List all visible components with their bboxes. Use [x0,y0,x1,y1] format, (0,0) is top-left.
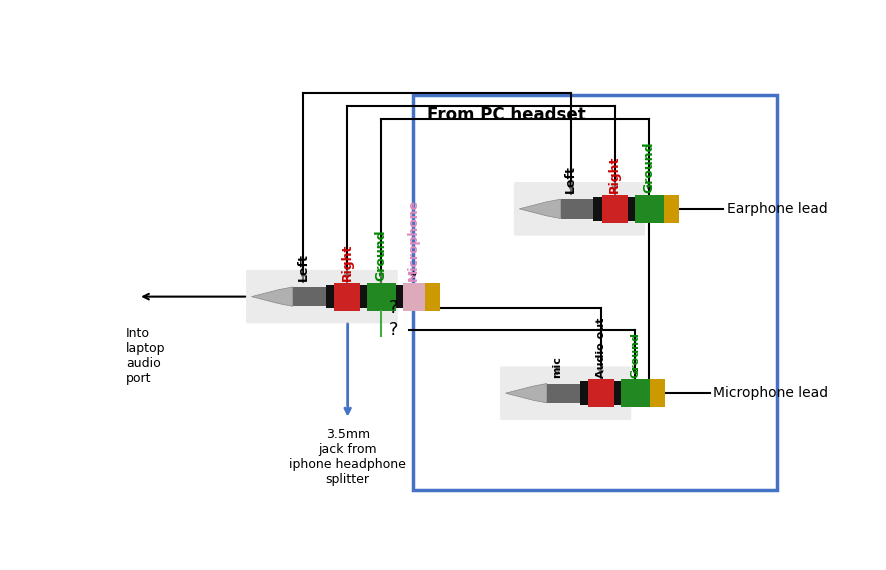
Text: Audio out: Audio out [596,317,606,378]
FancyBboxPatch shape [246,270,398,323]
Text: ?: ? [389,320,399,339]
Text: Ground: Ground [642,142,656,193]
Text: Ground: Ground [375,230,388,281]
Bar [402,283,424,311]
Text: Left: Left [564,166,578,193]
Text: Microphone lead: Microphone lead [713,386,828,400]
Text: Left: Left [297,254,309,281]
Text: Earphone lead: Earphone lead [727,202,828,216]
Bar [292,287,327,306]
Bar [424,283,439,311]
Bar [602,195,628,223]
Text: Right: Right [340,244,354,281]
Text: ?: ? [389,299,399,316]
Bar [396,285,402,308]
Bar [621,379,649,407]
Text: From PC headset: From PC headset [426,105,586,124]
Bar [649,379,664,407]
FancyBboxPatch shape [500,367,631,420]
Bar [664,195,679,223]
Bar [326,285,334,308]
Bar [561,199,595,218]
Text: mic: mic [552,356,562,378]
Bar [588,379,614,407]
Bar [413,95,777,490]
Text: Right: Right [609,156,621,193]
Polygon shape [252,287,292,306]
Bar [367,283,396,311]
Text: 3.5mm
jack from
iphone headphone
splitter: 3.5mm jack from iphone headphone splitte… [289,428,406,486]
Bar [547,384,581,403]
Polygon shape [519,199,561,218]
Bar [614,381,621,405]
Polygon shape [506,384,547,403]
Text: Ground: Ground [630,332,641,378]
Bar [634,195,664,223]
Bar [360,285,367,308]
Bar [628,197,634,221]
Bar [579,381,588,405]
Bar [594,197,602,221]
Bar [334,283,360,311]
Text: Microphone: Microphone [407,199,420,281]
FancyBboxPatch shape [514,182,645,235]
Text: Into
laptop
audio
port: Into laptop audio port [126,327,166,385]
